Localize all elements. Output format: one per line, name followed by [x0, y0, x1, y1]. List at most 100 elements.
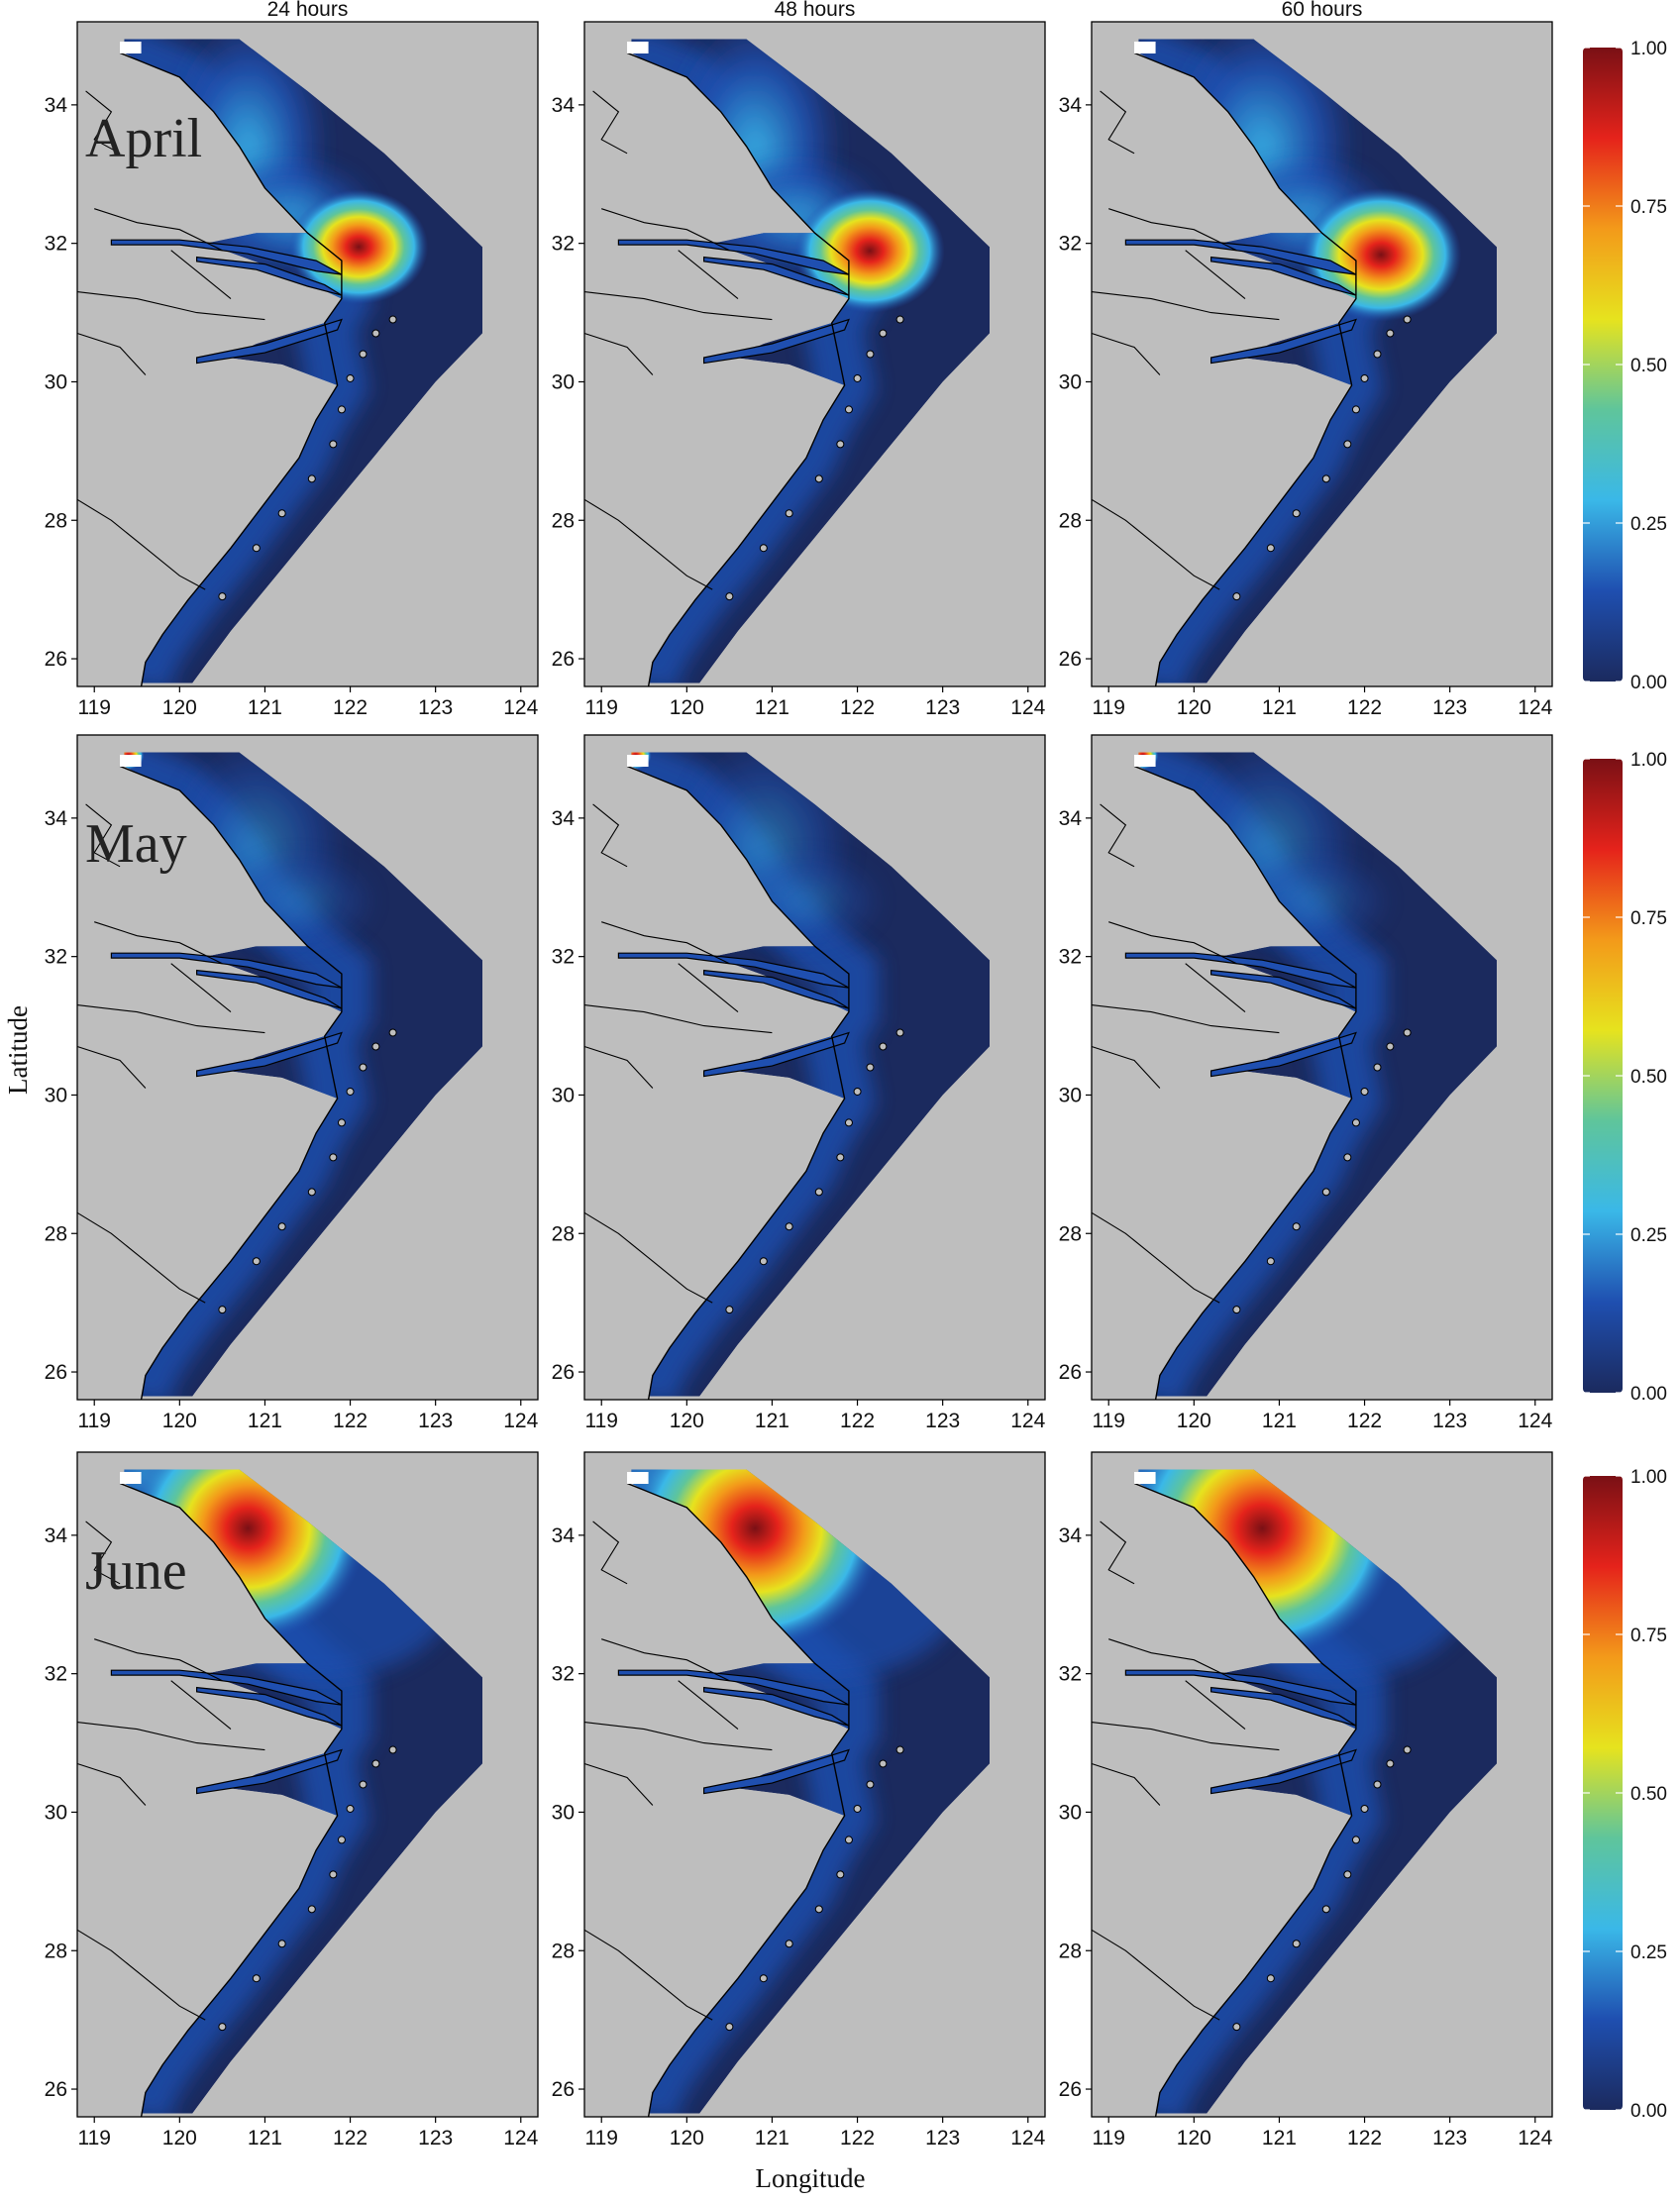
y-tick-label: 28: [45, 509, 67, 532]
x-tick-label: 120: [162, 696, 197, 719]
coastline: [119, 765, 343, 1401]
y-tick-label: 32: [45, 233, 67, 256]
colorbar-tick-label: 0.75: [1630, 1626, 1667, 1646]
map-panel-june-3: 119 120 121 122 123 124 26 28 30 32 34: [1059, 1451, 1553, 2150]
province-border: [1091, 1722, 1280, 1751]
province-border: [583, 1211, 713, 1304]
x-tick-label: 121: [755, 696, 789, 719]
y-tick-label: 32: [1059, 946, 1082, 969]
province-border: [678, 1680, 739, 1731]
y-tick-label: 30: [45, 1801, 67, 1824]
y-tick-label: 34: [45, 807, 68, 830]
province-border: [85, 803, 121, 868]
x-tick-label: 120: [670, 2127, 704, 2150]
colorbar-tick-label: 0.00: [1630, 2101, 1667, 2122]
province-border: [76, 1762, 147, 1806]
y-tick-label: 30: [1059, 1801, 1082, 1824]
column-titles: 24 hours 48 hours 60 hours: [267, 0, 1363, 21]
panel-frame: [76, 21, 539, 687]
province-border: [1091, 1045, 1161, 1089]
province-border: [1091, 332, 1161, 375]
y-tick-label: 26: [45, 648, 67, 671]
y-tick-label: 34: [1059, 807, 1083, 830]
x-tick-label: 121: [248, 2127, 282, 2150]
x-tick-label: 124: [1518, 1410, 1552, 1432]
province-border: [1091, 1762, 1161, 1806]
province-border: [76, 1722, 265, 1751]
y-tick-label: 28: [552, 1222, 575, 1245]
province-border: [94, 921, 223, 965]
x-tick-label: 123: [418, 696, 453, 719]
y-tick-label: 32: [1059, 233, 1082, 256]
province-border: [1091, 1004, 1280, 1034]
province-border: [170, 963, 232, 1013]
x-tick-label: 119: [1092, 1410, 1124, 1432]
province-border: [583, 1722, 773, 1751]
province-border: [76, 1211, 206, 1304]
panel-frame: [1091, 1451, 1553, 2118]
province-border: [1108, 1638, 1237, 1682]
x-tick-label: 122: [1347, 696, 1382, 719]
x-tick-label: 121: [1262, 1410, 1297, 1432]
province-border: [94, 208, 223, 252]
x-tick-label: 121: [755, 1410, 789, 1432]
x-tick-label: 123: [418, 2127, 453, 2150]
province-border: [1100, 90, 1135, 155]
y-tick-label: 32: [1059, 1663, 1082, 1686]
colorbar-tick-label: 0.00: [1630, 1384, 1667, 1405]
province-border: [583, 1762, 654, 1806]
y-tick-label: 34: [552, 1524, 576, 1547]
x-tick-label: 122: [333, 2127, 368, 2150]
province-border: [1091, 1211, 1220, 1304]
x-tick-label: 120: [1177, 1410, 1211, 1432]
y-tick-label: 30: [552, 1801, 575, 1824]
province-border: [678, 963, 739, 1013]
province-border: [76, 291, 265, 321]
x-tick-label: 122: [333, 1410, 368, 1432]
y-tick-label: 26: [1059, 648, 1082, 671]
x-axis-label: Longitude: [756, 2163, 866, 2193]
map-panel-june-2: 119 120 121 122 123 124 26 28 30 32 34: [552, 1451, 1046, 2150]
x-tick-label: 120: [162, 1410, 197, 1432]
colorbar-tick-label: 0.50: [1630, 356, 1667, 376]
coastline: [626, 1482, 850, 2118]
y-tick-label: 34: [552, 94, 576, 117]
y-tick-label: 34: [1059, 94, 1083, 117]
panel-frame: [583, 21, 1046, 687]
province-border: [1185, 250, 1246, 300]
map-panel-april-2: 119 120 121 122 123 124 26 28 30 32 34: [552, 21, 1046, 719]
y-tick-label: 26: [1059, 1361, 1082, 1384]
province-border: [1108, 208, 1237, 252]
y-tick-label: 30: [552, 370, 575, 393]
x-tick-label: 120: [1177, 2127, 1211, 2150]
colorbar-tick-label: 0.75: [1630, 908, 1667, 929]
province-border: [76, 332, 147, 375]
province-border: [583, 1045, 654, 1089]
x-tick-label: 123: [925, 1410, 960, 1432]
x-tick-label: 124: [503, 696, 538, 719]
y-tick-label: 32: [552, 233, 575, 256]
x-tick-label: 123: [1432, 696, 1467, 719]
colorbar-tick-label: 0.50: [1630, 1067, 1667, 1088]
x-tick-label: 120: [670, 696, 704, 719]
y-tick-label: 28: [552, 509, 575, 532]
x-tick-label: 121: [1262, 696, 1297, 719]
panel-frame: [1091, 734, 1553, 1401]
province-border: [85, 90, 121, 155]
x-tick-label: 122: [840, 1410, 875, 1432]
x-tick-label: 119: [584, 696, 617, 719]
x-tick-label: 122: [333, 696, 368, 719]
province-border: [94, 1638, 223, 1682]
y-axis-label: Latitude: [3, 1005, 33, 1095]
province-border: [678, 250, 739, 300]
x-tick-label: 124: [503, 1410, 538, 1432]
y-tick-label: 28: [45, 1222, 67, 1245]
province-border: [76, 498, 206, 590]
province-border: [76, 1004, 265, 1034]
x-tick-label: 122: [840, 696, 875, 719]
y-tick-label: 26: [45, 1361, 67, 1384]
colorbar-1: 0.00 0.25 0.50 0.75 1.00: [1583, 39, 1667, 693]
x-tick-label: 119: [77, 696, 110, 719]
panel-frame: [76, 734, 539, 1401]
